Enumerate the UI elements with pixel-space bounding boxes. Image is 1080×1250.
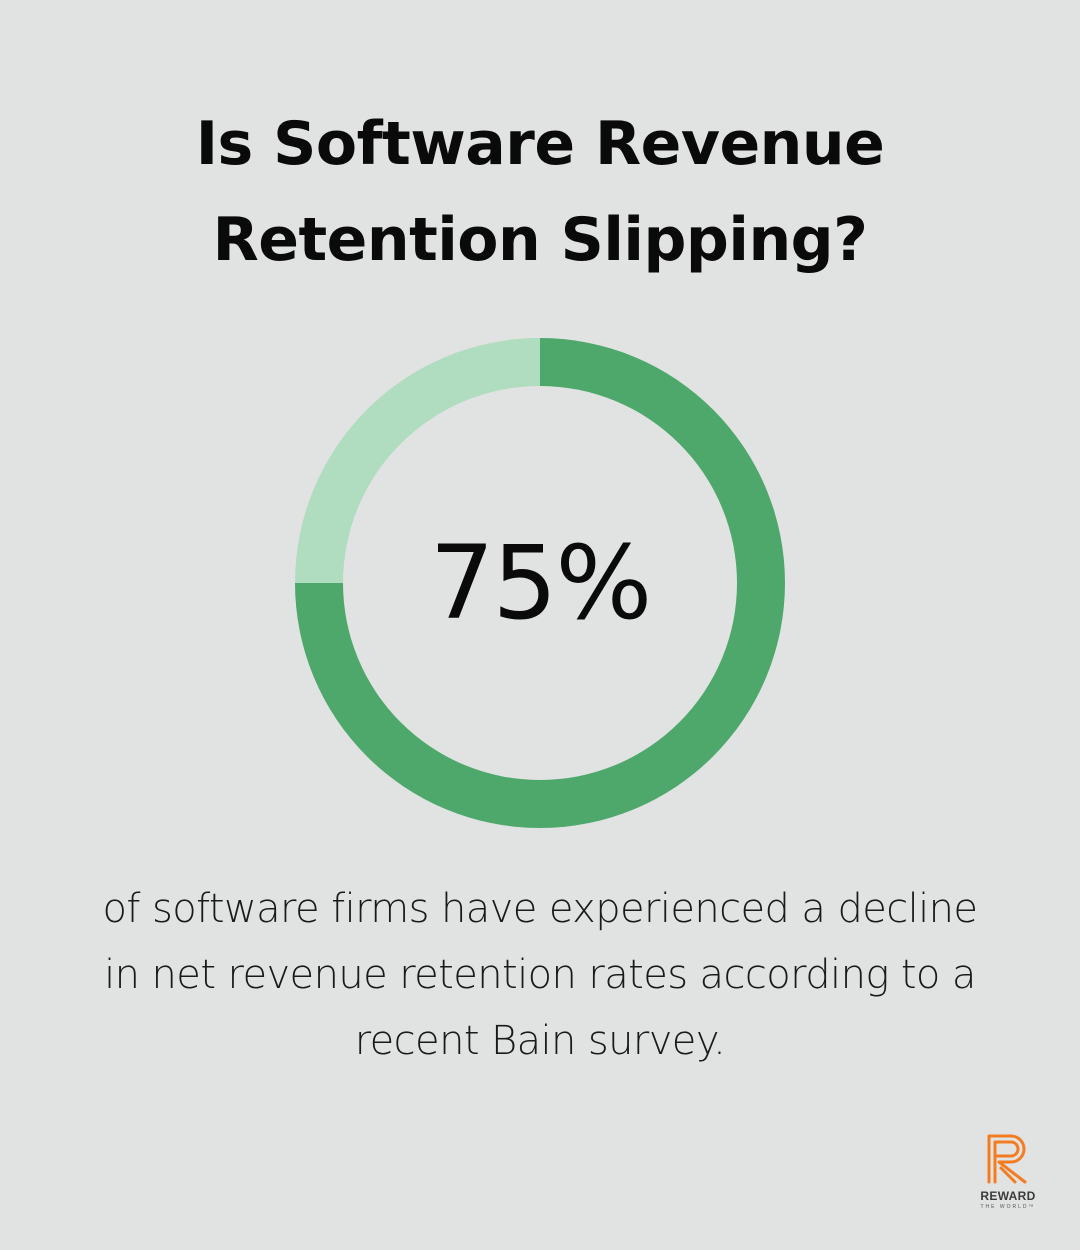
title-line-2: Retention Slipping?: [212, 205, 868, 275]
reward-logo: REWARD THE WORLD™: [968, 1132, 1048, 1214]
page-title: Is Software Revenue Retention Slipping?: [90, 96, 990, 288]
donut-slice-remainder: [295, 338, 540, 583]
caption-line-2: in net revenue retention rates according…: [104, 952, 976, 998]
caption-line-1: of software firms have experienced a dec…: [102, 886, 978, 932]
title-line-1: Is Software Revenue: [195, 109, 885, 179]
logo-wordmark: REWARD: [980, 1189, 1036, 1203]
reward-r-icon: [987, 1134, 1027, 1184]
caption-text: of software firms have experienced a dec…: [40, 876, 1040, 1074]
donut-chart: 75%: [290, 333, 790, 833]
caption-line-3: recent Bain survey.: [354, 1018, 726, 1064]
donut-svg: [295, 338, 785, 828]
percent-value: 75%: [429, 523, 653, 643]
logo-tagline: THE WORLD™: [980, 1204, 1036, 1210]
